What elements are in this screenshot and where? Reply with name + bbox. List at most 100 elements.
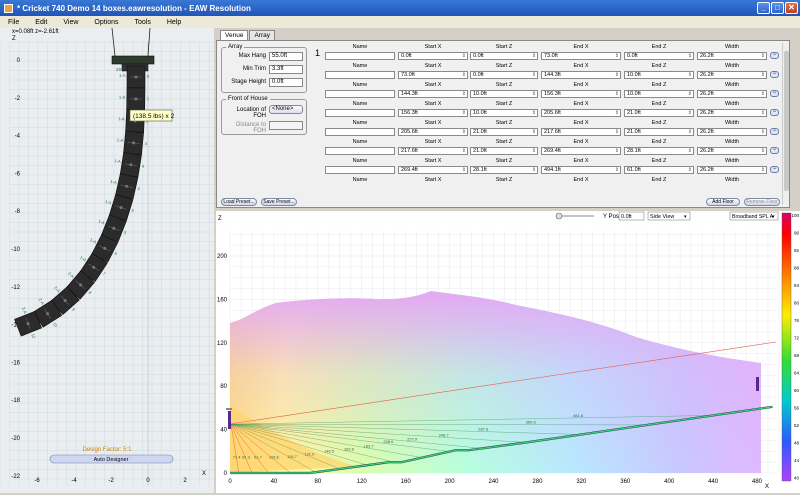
floor-table-scrollbar[interactable] [782,43,789,205]
minimize-button[interactable]: _ [757,2,770,14]
floor-name-field[interactable] [325,128,395,136]
load-preset-button[interactable]: Load Preset... [221,198,257,206]
floor-end-x-field[interactable]: 144.3ft⇕ [541,71,621,79]
spinner-icon[interactable]: ⇕ [761,167,765,173]
spinner-icon[interactable]: ⇕ [688,110,692,116]
stage-height-field[interactable]: 0.0ft [269,78,303,87]
menu-options[interactable]: Options [86,19,126,26]
floor-end-z-field[interactable]: 10.0ft⇕ [624,90,694,98]
spinner-icon[interactable]: ⇕ [615,72,619,78]
floor-end-z-field[interactable]: 10.0ft⇕ [624,71,694,79]
ypos-slider-thumb[interactable] [556,213,562,219]
spinner-icon[interactable]: ⇕ [688,167,692,173]
remove-row-button[interactable]: − [770,52,779,59]
floor-start-x-field[interactable]: 156.3ft⇕ [398,109,468,117]
spinner-icon[interactable]: ⇕ [462,72,466,78]
spinner-icon[interactable]: ⇕ [761,129,765,135]
spinner-icon[interactable]: ⇕ [615,53,619,59]
spl-plot[interactable]: 481.6360.6287.6248.7227.9208.6183.7163.8… [216,211,800,493]
floor-start-z-field[interactable]: 21.0ft⇕ [470,128,538,136]
floor-width-field[interactable]: 26.2ft⇕ [697,109,767,117]
foh-location-select[interactable]: <None> [269,105,303,114]
floor-start-x-field[interactable]: 73.0ft⇕ [398,71,468,79]
spinner-icon[interactable]: ⇕ [532,53,536,59]
array-marker[interactable] [228,411,231,429]
spinner-icon[interactable]: ⇕ [532,110,536,116]
floor-start-z-field[interactable]: 0.0ft⇕ [470,71,538,79]
spinner-icon[interactable]: ⇕ [761,91,765,97]
array-view-canvas[interactable]: x=0.08ft z=-2.61ft Z X 0-2-4-6-8-10-12-1… [0,28,214,493]
menu-help[interactable]: Help [159,19,189,26]
spinner-icon[interactable]: ⇕ [688,53,692,59]
spinner-icon[interactable]: ⇕ [688,91,692,97]
floor-end-x-field[interactable]: 156.3ft⇕ [541,90,621,98]
floor-start-x-field[interactable]: 205.6ft⇕ [398,128,468,136]
scrollbar-thumb[interactable] [784,51,789,191]
spinner-icon[interactable]: ⇕ [462,91,466,97]
floor-end-z-field[interactable]: 28.1ft⇕ [624,147,694,155]
remove-row-button[interactable]: − [770,166,779,173]
floor-end-x-field[interactable]: 205.6ft⇕ [541,109,621,117]
spinner-icon[interactable]: ⇕ [462,53,466,59]
spinner-icon[interactable]: ⇕ [532,148,536,154]
spinner-icon[interactable]: ⇕ [462,148,466,154]
cabinet[interactable]: 1-A4 [112,151,146,178]
floor-width-field[interactable]: 26.2ft⇕ [697,52,767,60]
maximize-button[interactable]: □ [771,2,784,14]
remove-row-button[interactable]: − [770,71,779,78]
remove-row-button[interactable]: − [770,147,779,154]
spinner-icon[interactable]: ⇕ [462,167,466,173]
floor-start-z-field[interactable]: 28.1ft⇕ [470,166,538,174]
floor-start-z-field[interactable]: 10.0ft⇕ [470,90,538,98]
floor-start-x-field[interactable]: 0.0ft⇕ [398,52,468,60]
floor-name-field[interactable] [325,109,395,117]
floor-start-x-field[interactable]: 217.6ft⇕ [398,147,468,155]
floor-end-z-field[interactable]: 0.0ft⇕ [624,52,694,60]
floor-start-z-field[interactable]: 0.0ft⇕ [470,52,538,60]
floor-end-x-field[interactable]: 217.6ft⇕ [541,128,621,136]
floor-end-x-field[interactable]: 494.1ft⇕ [541,166,621,174]
floor-end-x-field[interactable]: 73.0ft⇕ [541,52,621,60]
floor-width-field[interactable]: 26.2ft⇕ [697,71,767,79]
floor-width-field[interactable]: 26.2ft⇕ [697,147,767,155]
spinner-icon[interactable]: ⇕ [761,72,765,78]
cabinet[interactable]: 1-A3 [116,130,149,155]
floor-name-field[interactable] [325,52,395,60]
remove-row-button[interactable]: − [770,90,779,97]
spinner-icon[interactable]: ⇕ [462,110,466,116]
floor-width-field[interactable]: 26.2ft⇕ [697,128,767,136]
remove-floor-button[interactable]: Remove Floor [744,198,780,206]
spinner-icon[interactable]: ⇕ [532,72,536,78]
spinner-icon[interactable]: ⇕ [532,91,536,97]
menu-edit[interactable]: Edit [27,19,55,26]
spinner-icon[interactable]: ⇕ [615,129,619,135]
remove-row-button[interactable]: − [770,109,779,116]
tab-array[interactable]: Array [249,30,275,40]
spinner-icon[interactable]: ⇕ [615,148,619,154]
floor-end-z-field[interactable]: 61.0ft⇕ [624,166,694,174]
spinner-icon[interactable]: ⇕ [532,167,536,173]
spinner-icon[interactable]: ⇕ [462,129,466,135]
floor-name-field[interactable] [325,90,395,98]
spinner-icon[interactable]: ⇕ [615,167,619,173]
floor-name-field[interactable] [325,147,395,155]
spinner-icon[interactable]: ⇕ [615,110,619,116]
spinner-icon[interactable]: ⇕ [532,129,536,135]
floor-end-x-field[interactable]: 269.4ft⇕ [541,147,621,155]
floor-end-z-field[interactable]: 21.0ft⇕ [624,128,694,136]
min-trim-field[interactable]: 3.3ft [269,65,303,74]
menu-tools[interactable]: Tools [127,19,159,26]
spinner-icon[interactable]: ⇕ [688,72,692,78]
floor-width-field[interactable]: 26.2ft⇕ [697,90,767,98]
save-preset-button[interactable]: Save Preset... [261,198,297,206]
close-button[interactable]: ✕ [785,2,798,14]
floor-end-z-field[interactable]: 21.0ft⇕ [624,109,694,117]
spinner-icon[interactable]: ⇕ [761,53,765,59]
floor-name-field[interactable] [325,166,395,174]
spinner-icon[interactable]: ⇕ [761,110,765,116]
menu-view[interactable]: View [55,19,86,26]
floor-start-z-field[interactable]: 21.0ft⇕ [470,147,538,155]
floor-width-field[interactable]: 26.2ft⇕ [697,166,767,174]
floor-start-x-field[interactable]: 269.4ft⇕ [398,166,468,174]
